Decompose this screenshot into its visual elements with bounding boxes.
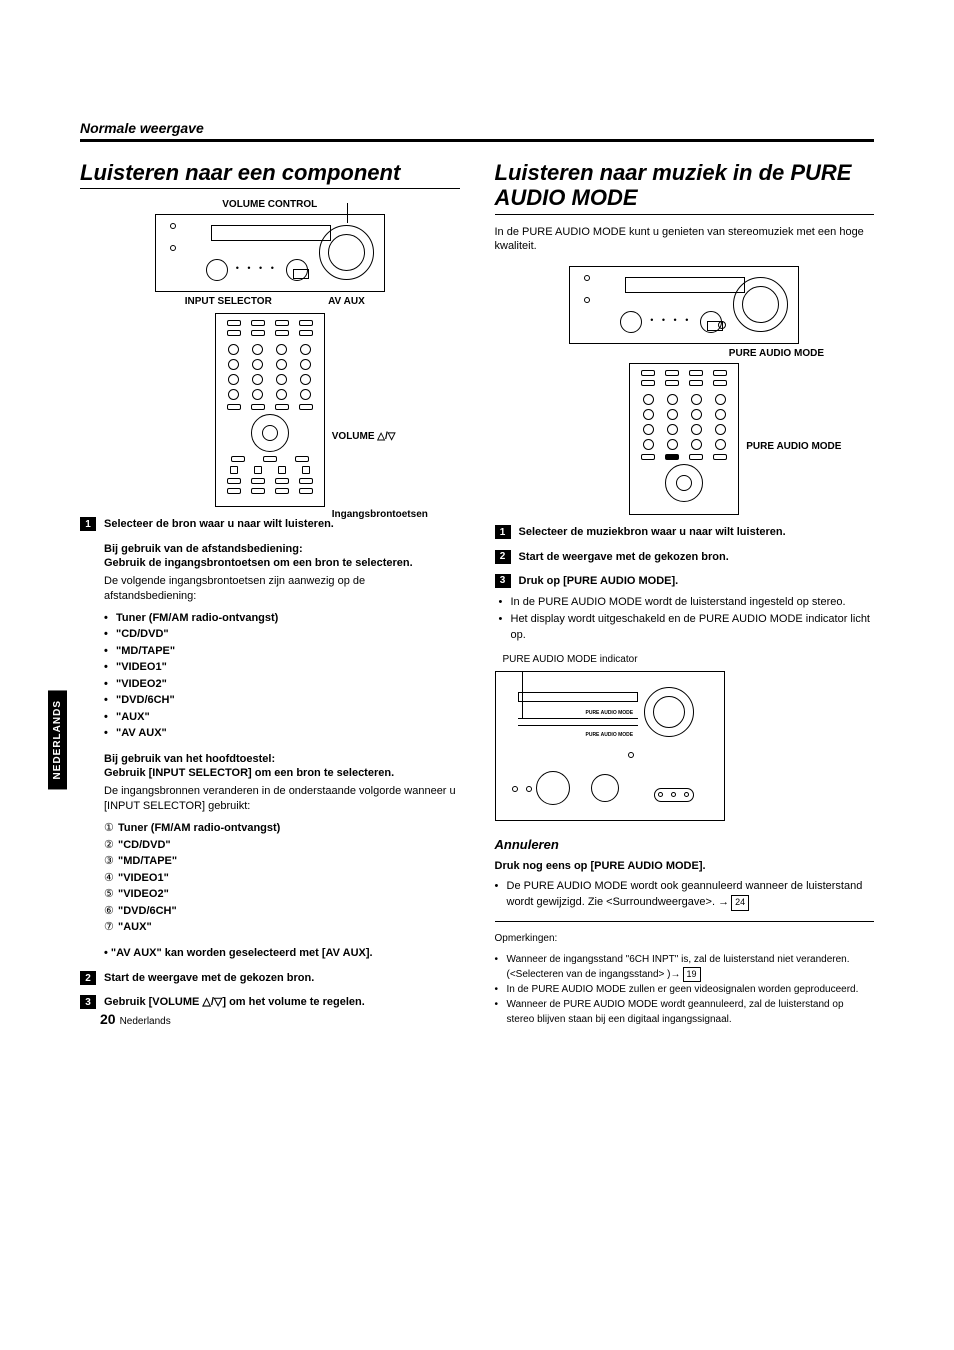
main-list-extra: "AV AUX" kan worden geselecteerd met [AV… [111,947,373,959]
left-title: Luisteren naar een component [80,160,460,189]
indicator-label: PURE AUDIO MODE indicator [503,654,875,665]
volume-updown-label: VOLUME △/▽ [332,431,396,442]
indicator-diagram: PURE AUDIO MODE PURE AUDIO MODE [495,671,725,821]
remote-heading: Bij gebruik van de afstandsbediening: Ge… [104,542,460,571]
main-intro: De ingangsbronnen veranderen in de onder… [104,784,460,814]
notes-list: Wanneer de ingangsstand "6CH INPT" is, z… [495,952,875,1028]
remote-source-list: Tuner (FM/AM radio-ontvangst) "CD/DVD" "… [104,610,460,742]
step3-bullets: In de PURE AUDIO MODE wordt de luisterst… [499,594,875,644]
right-title: Luisteren naar muziek in de PURE AUDIO M… [495,160,875,215]
right-intro: In de PURE AUDIO MODE kunt u genieten va… [495,225,875,255]
cancel-action: Druk nog eens op [PURE AUDIO MODE]. [495,860,875,872]
notes-label: Opmerkingen: [495,932,875,946]
cancel-title: Annuleren [495,837,875,852]
left-step-3: 3 Gebruik [VOLUME △/▽] om het volume te … [80,995,460,1009]
volume-control-label: VOLUME CONTROL [80,199,460,210]
right-step-2: 2 Start de weergave met de gekozen bron. [495,550,875,564]
left-step-2: 2 Start de weergave met de gekozen bron. [80,971,460,985]
right-column: Luisteren naar muziek in de PURE AUDIO M… [495,160,875,1037]
receiver-diagram: • • • • [155,214,385,292]
right-step-3: 3 Druk op [PURE AUDIO MODE]. [495,574,875,588]
right-step-1: 1 Selecteer de muziekbron waar u naar wi… [495,525,875,539]
remote-diagram-right [629,363,739,515]
remote-diagram [215,313,325,507]
receiver-labels: INPUT SELECTOR AV AUX [155,296,385,307]
page-footer: 20Nederlands [100,1011,171,1027]
page-header: Normale weergave [80,120,874,142]
cancel-bullets: De PURE AUDIO MODE wordt ook geannuleerd… [495,878,875,911]
language-tab: NEDERLANDS [48,690,67,789]
av-aux-label: AV AUX [328,296,365,307]
remote-intro: De volgende ingangsbrontoetsen zijn aanw… [104,574,460,604]
input-buttons-label: Ingangsbrontoetsen [332,509,428,520]
pure-audio-receiver-label: PURE AUDIO MODE [495,348,875,359]
receiver-diagram-right: • • • • [569,266,799,344]
pure-audio-remote-label: PURE AUDIO MODE [746,441,841,452]
main-heading: Bij gebruik van het hoofdtoestel: Gebrui… [104,752,460,781]
main-source-list: ①Tuner (FM/AM radio-ontvangst) ②"CD/DVD"… [104,820,460,936]
left-column: Luisteren naar een component VOLUME CONT… [80,160,460,1037]
input-selector-label: INPUT SELECTOR [185,296,272,307]
